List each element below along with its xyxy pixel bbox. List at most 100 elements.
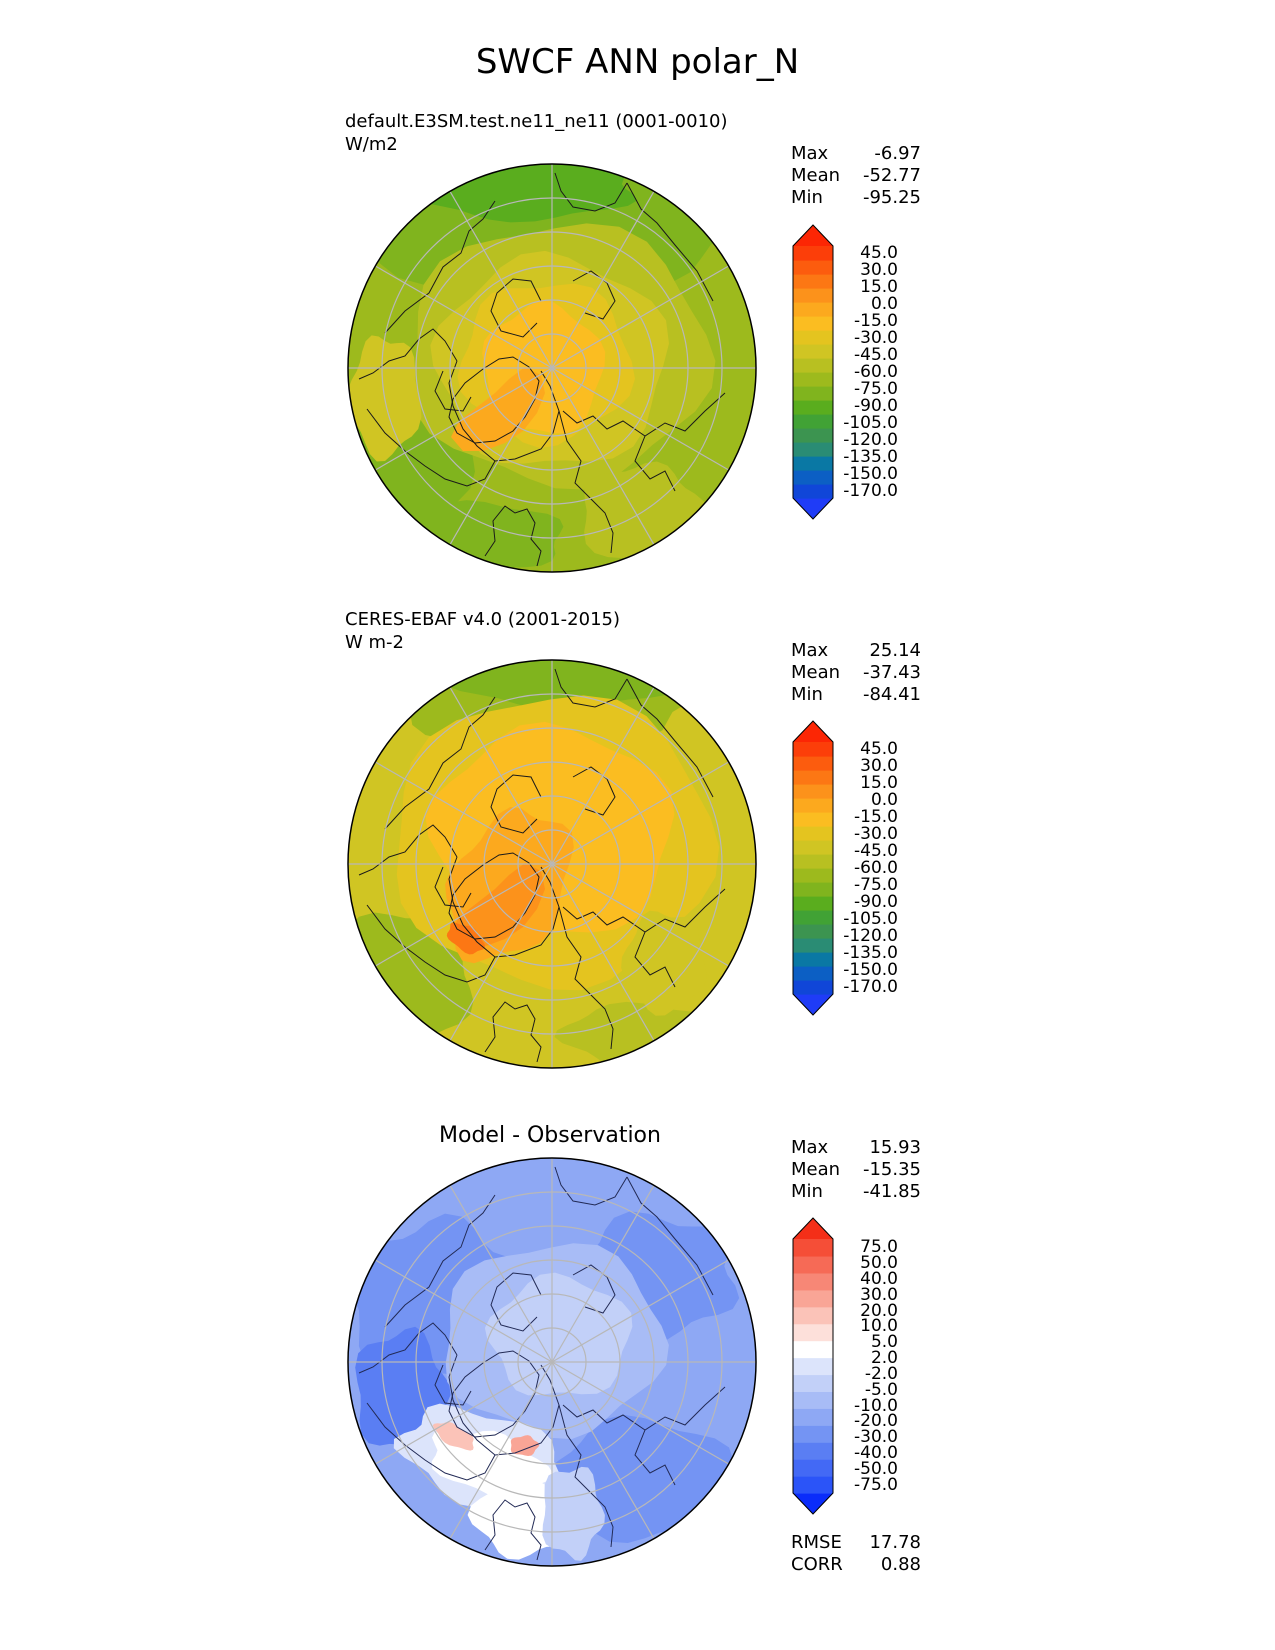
colorbar-swatch — [793, 344, 833, 359]
metrics: RMSE 17.78 CORR 0.88 — [791, 1532, 921, 1576]
colorbar-tick-label: -60.0 — [854, 858, 898, 878]
panel-test-title: default.E3SM.test.ne11_ne11 (0001-0010) … — [345, 110, 728, 156]
colorbar-tick-label: -120.0 — [843, 430, 898, 450]
meridian-line — [551, 265, 729, 369]
colorbar-swatch — [793, 288, 833, 303]
coastline — [434, 1364, 472, 1406]
meridian-line — [551, 367, 729, 471]
panel-reference-title: CERES-EBAF v4.0 (2001-2015) W m-2 — [345, 608, 620, 654]
colorbar-tick-label: 2.0 — [870, 1348, 898, 1369]
colorbar-swatch — [793, 938, 833, 953]
meridian-line — [449, 1361, 553, 1539]
colorbar-tick-label: -15.0 — [854, 807, 898, 827]
colorbar-swatch — [793, 798, 833, 813]
colorbar-swatch — [793, 980, 833, 995]
colorbar-swatch — [793, 882, 833, 897]
colorbar-tick-label: -135.0 — [843, 943, 898, 963]
colorbar-extend-low — [793, 994, 833, 1015]
colorbar-tick-label: 0.0 — [870, 294, 898, 314]
coastline — [626, 678, 714, 798]
coastline — [484, 1499, 542, 1561]
colorbar-tick-label: -170.0 — [843, 977, 898, 997]
colorbar-tick-label: 10.0 — [860, 1316, 898, 1337]
colorbar-swatch — [793, 840, 833, 855]
colorbar-swatch — [793, 470, 833, 485]
colorbar-tick-label: 45.0 — [860, 243, 898, 263]
coastline — [358, 328, 458, 380]
stat-mean-value: -15.35 — [862, 1159, 921, 1180]
polar-map-test — [347, 163, 757, 573]
coastline — [554, 668, 628, 708]
colorbar-tick-label: 20.0 — [860, 1300, 898, 1321]
colorbar-tick-label: -75.0 — [854, 379, 898, 399]
colorbar-swatch — [793, 1357, 833, 1376]
colorbar-swatch — [793, 966, 833, 981]
colorbar-tick-label: 50.0 — [860, 1253, 898, 1274]
stat-mean-label: Mean — [791, 1159, 841, 1180]
colorbar-tick-label: -30.0 — [854, 824, 898, 844]
colorbar-swatch — [793, 854, 833, 869]
colorbar-swatch — [793, 1408, 833, 1426]
colorbar-tick-label: 45.0 — [860, 739, 898, 759]
map-boundary — [347, 1157, 757, 1567]
colorbar-tick-label: 5.0 — [870, 1332, 898, 1353]
colorbar-swatch — [793, 330, 833, 345]
colorbar-extend-high — [793, 225, 833, 246]
colorbar-tick-label: -60.0 — [854, 362, 898, 382]
coastline — [366, 1402, 496, 1481]
map-boundary — [347, 163, 757, 573]
colorbar-swatch — [793, 910, 833, 925]
colorbar-tick-label: -170.0 — [843, 481, 898, 501]
figure-title: SWCF ANN polar_N — [475, 42, 800, 82]
coastline — [554, 172, 628, 212]
colorbar-tick-label: 30.0 — [860, 756, 898, 776]
colorbar-swatch — [793, 1476, 833, 1494]
colorbar-swatch — [793, 1340, 833, 1359]
stat-max-value: 25.14 — [869, 640, 921, 661]
coastline — [626, 182, 714, 302]
meridian-line — [449, 863, 553, 1041]
panel-test-title-line1: default.E3SM.test.ne11_ne11 (0001-0010) — [345, 111, 728, 132]
coastline — [558, 410, 614, 554]
colorbar-tick-label: 0.0 — [870, 790, 898, 810]
rmse-value: 17.78 — [869, 1532, 921, 1553]
colorbar-swatch — [793, 826, 833, 841]
colorbar-swatch — [793, 456, 833, 471]
colorbar-tick-label: 15.0 — [860, 773, 898, 793]
rmse-label: RMSE — [791, 1532, 842, 1553]
stat-max-label: Max — [791, 640, 829, 661]
colorbar-extend-high — [793, 1218, 833, 1239]
colorbar-swatch — [793, 484, 833, 499]
colorbar-tick-label: -2.0 — [864, 1363, 898, 1384]
colorbar-tick-label: -90.0 — [854, 892, 898, 912]
coastline — [358, 1322, 458, 1374]
colorbar-swatch — [793, 784, 833, 799]
coastline-greenland — [448, 356, 540, 444]
meridian-line — [375, 1361, 553, 1465]
coastline — [634, 435, 676, 492]
colorbar-swatch — [793, 260, 833, 275]
colorbar-swatch — [793, 868, 833, 883]
colorbar-outline — [792, 720, 834, 1016]
stat-min-label: Min — [791, 684, 823, 705]
colorbar-tick-label: 30.0 — [860, 260, 898, 280]
meridian-line — [375, 367, 553, 471]
stat-mean-value: -37.43 — [862, 662, 921, 683]
colorbar-extend-low — [793, 1493, 833, 1514]
stat-max-label: Max — [791, 1137, 829, 1158]
colorbar-swatch — [793, 770, 833, 785]
stat-min-value: -84.41 — [862, 684, 921, 705]
colorbar-tick-label: -5.0 — [864, 1379, 898, 1400]
colorbar-tick-label: 30.0 — [860, 1284, 898, 1305]
colorbar-swatch — [793, 924, 833, 939]
meridian-line — [551, 1361, 729, 1465]
colorbar-swatch — [793, 386, 833, 401]
map-boundary — [347, 659, 757, 1069]
panel-reference-title-units: W m-2 — [345, 632, 405, 653]
colorbar-outline — [792, 1217, 834, 1515]
colorbar-swatch — [793, 812, 833, 827]
meridian-line — [551, 687, 655, 865]
colorbar-tick-label: -45.0 — [854, 841, 898, 861]
meridian-line — [449, 191, 553, 369]
colorbar-extend-low — [793, 498, 833, 519]
